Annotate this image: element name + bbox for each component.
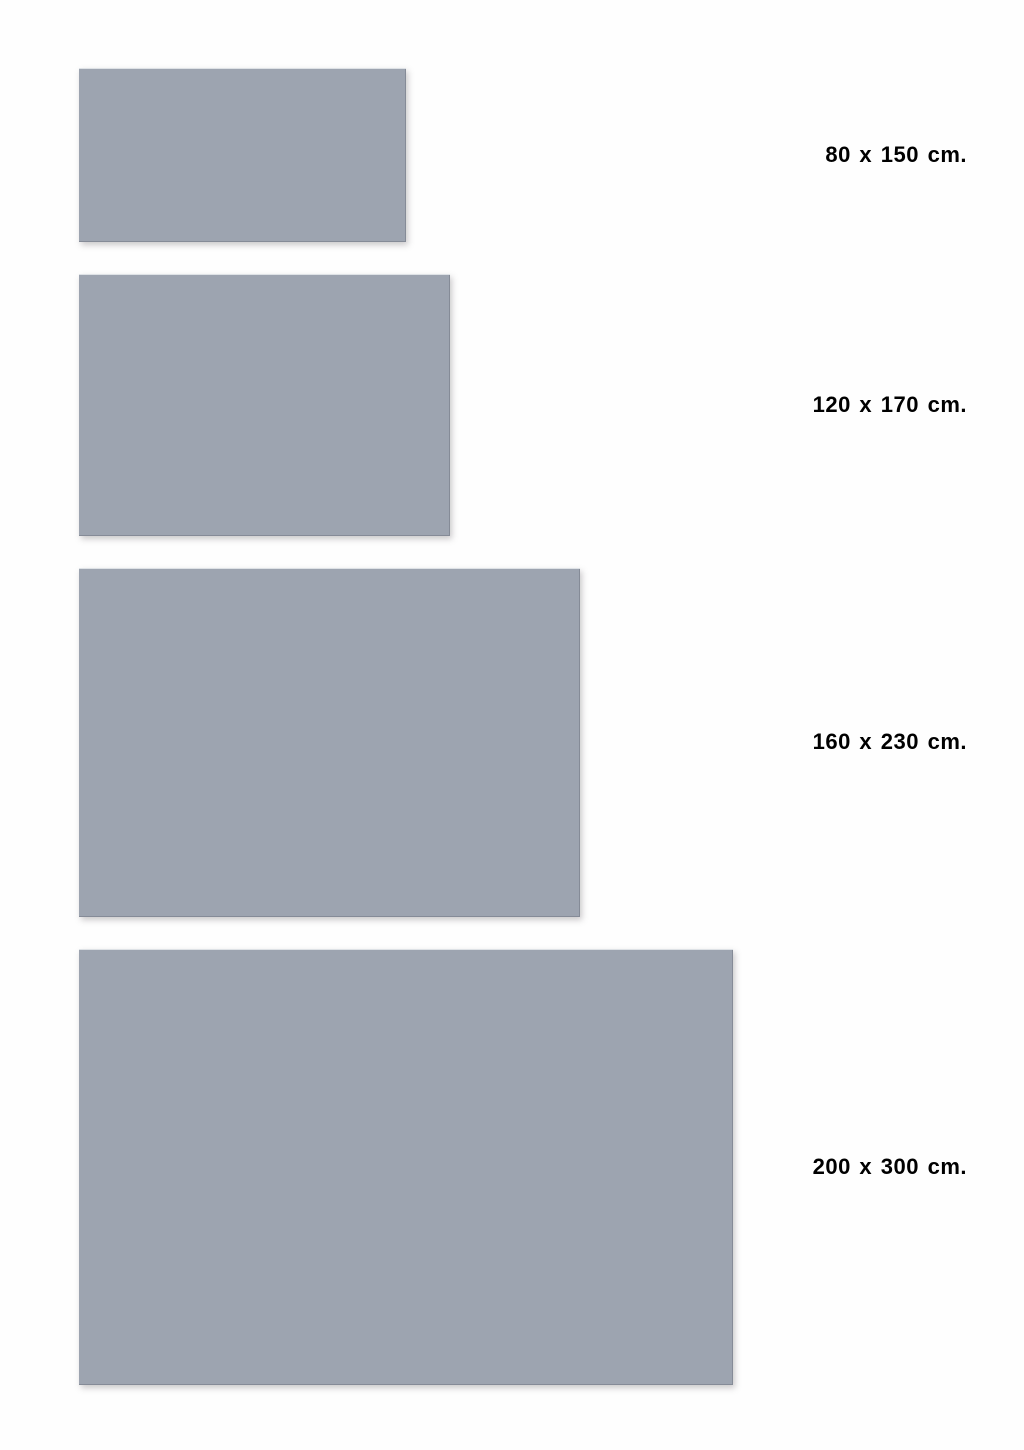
size-label: 120 x 170 cm. [812,392,967,418]
rug-swatch-160x230 [79,567,581,917]
rug-swatch-120x170 [79,274,450,536]
size-label: 160 x 230 cm. [812,729,967,755]
rug-swatch-80x150 [79,68,406,243]
size-label: 80 x 150 cm. [825,142,967,168]
size-row: 120 x 170 cm. [79,274,1024,536]
size-row: 80 x 150 cm. [79,68,1024,243]
size-label: 200 x 300 cm. [812,1153,967,1179]
size-row: 160 x 230 cm. [79,567,1024,917]
size-row: 200 x 300 cm. [79,948,1024,1385]
rug-swatch-200x300 [79,948,733,1385]
size-guide-rows: 80 x 150 cm. 120 x 170 cm. 160 x 230 cm.… [79,68,1024,1385]
